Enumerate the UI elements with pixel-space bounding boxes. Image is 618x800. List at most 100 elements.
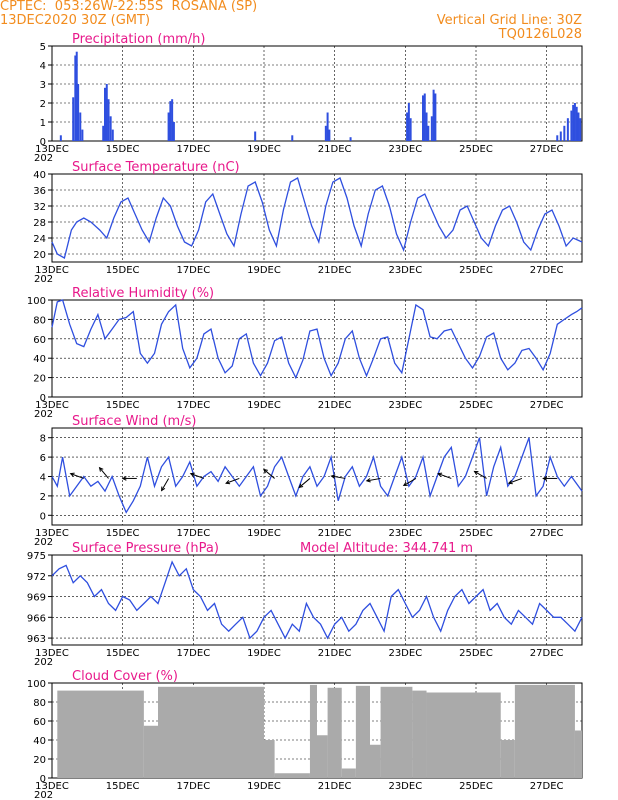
wind-arrow [263,469,275,479]
wind-arrow [225,477,240,484]
x-tick-label: 13DEC [35,781,69,792]
x-tick-label: 15DEC [106,781,140,792]
y-tick-label: 80 [33,315,46,326]
y-tick-label: 8 [40,434,46,445]
precipitation-bar [427,125,430,141]
precipitation-bar [104,87,106,141]
precipitation-bar [409,118,412,141]
precipitation-bar [254,131,257,141]
y-tick-label: 40 [33,354,46,365]
x-tick-label: 25DEC [459,781,493,792]
cloud-cover-bar [412,690,427,778]
x-tick-label: 19DEC [247,528,281,539]
x-tick-label: 17DEC [176,400,210,411]
cloud-cover-bar [500,740,515,778]
precipitation-bar [572,104,575,141]
precipitation-bar [79,112,82,141]
x-tick-label: 25DEC [459,648,493,659]
precipitation-bar [72,97,75,141]
series-line [51,177,583,259]
precipitation-bar [423,93,426,141]
y-tick-label: 40 [33,736,46,747]
x-tick-label: 15DEC [106,144,140,155]
y-tick-label: 972 [27,572,46,583]
x-tick-label: 19DEC [247,648,281,659]
y-tick-label: 6 [40,453,46,464]
precipitation-bar [105,84,108,141]
y-tick-label: 3 [40,80,46,91]
y-tick-label: 100 [27,296,46,307]
wind-arrow [331,475,346,479]
x-tick-label: 15DEC [106,528,140,539]
x-tick-label: 23DEC [388,648,422,659]
x-tick-label: 15DEC [106,400,140,411]
wind-arrow [161,478,170,491]
x-tick-label: 27DEC [530,400,564,411]
cloud-cover-bar [143,725,158,778]
precipitation-bar [109,116,112,141]
y-tick-label: 2 [40,492,46,503]
x-tick-label: 25DEC [459,400,493,411]
x-year-label: 202 [34,153,53,164]
cloud-cover-bar [327,687,342,778]
y-tick-label: 5 [40,42,46,53]
precipitation-bar [172,122,175,141]
precipitation-bar [556,135,559,141]
y-tick-label: 0 [40,393,46,404]
panel-title: Precipitation (mm/h) [72,32,205,47]
precipitation-bar [102,125,105,141]
y-tick-label: 36 [33,186,46,197]
precipitation-bar [430,116,433,141]
x-tick-label: 13DEC [35,528,69,539]
wind-arrow-head [402,481,408,486]
cloud-cover-bar [57,690,144,778]
wind-arrow [298,478,311,488]
x-tick-label: 19DEC [247,265,281,276]
header-station: CPTEC: 053:26W-22:55S ROSANA (SP) [0,0,258,14]
precipitation-bar [328,129,331,141]
header-date: 13DEC2020 30Z (GMT) [0,13,151,28]
x-tick-label: 15DEC [106,265,140,276]
precipitation-bar [407,103,410,141]
precipitation-bar [406,112,409,141]
y-tick-label: 2 [40,99,46,110]
x-tick-label: 23DEC [388,781,422,792]
wind-arrow [366,477,381,482]
y-tick-label: 963 [27,634,46,645]
wind-arrow [437,473,452,479]
wind-arrow-head [161,486,166,492]
cloud-cover-bar [574,730,582,778]
wind-arrow [99,467,109,479]
wind-arrow-head [365,478,371,483]
precipitation-bar [422,95,424,141]
wind-arrow-head [225,479,231,485]
x-tick-label: 27DEC [530,781,564,792]
panel-title: Relative Humidity (%) [72,286,214,301]
x-tick-label: 17DEC [176,528,210,539]
precipitation-bar [81,129,84,141]
y-tick-label: 969 [27,593,46,604]
x-tick-label: 25DEC [459,265,493,276]
panel-frame [51,299,583,398]
x-tick-label: 13DEC [35,265,69,276]
precipitation-bar [291,135,294,141]
y-tick-label: 60 [33,717,46,728]
panel-frame [51,173,583,263]
y-tick-label: 0 [40,511,46,522]
y-tick-label: 20 [33,374,46,385]
x-year-label: 202 [34,790,53,800]
header-grid-note: Vertical Grid Line: 30Z [436,13,582,28]
x-tick-label: 19DEC [247,144,281,155]
precipitation-bar [575,106,578,141]
x-tick-label: 25DEC [459,528,493,539]
y-tick-label: 20 [33,250,46,261]
y-tick-label: 20 [33,755,46,766]
y-tick-label: 966 [27,613,46,624]
cloud-cover-bar [380,686,413,778]
x-tick-label: 27DEC [530,648,564,659]
x-tick-label: 17DEC [176,265,210,276]
precipitation-bar [74,55,77,141]
wind-arrow-head [330,474,336,479]
x-tick-label: 23DEC [388,144,422,155]
